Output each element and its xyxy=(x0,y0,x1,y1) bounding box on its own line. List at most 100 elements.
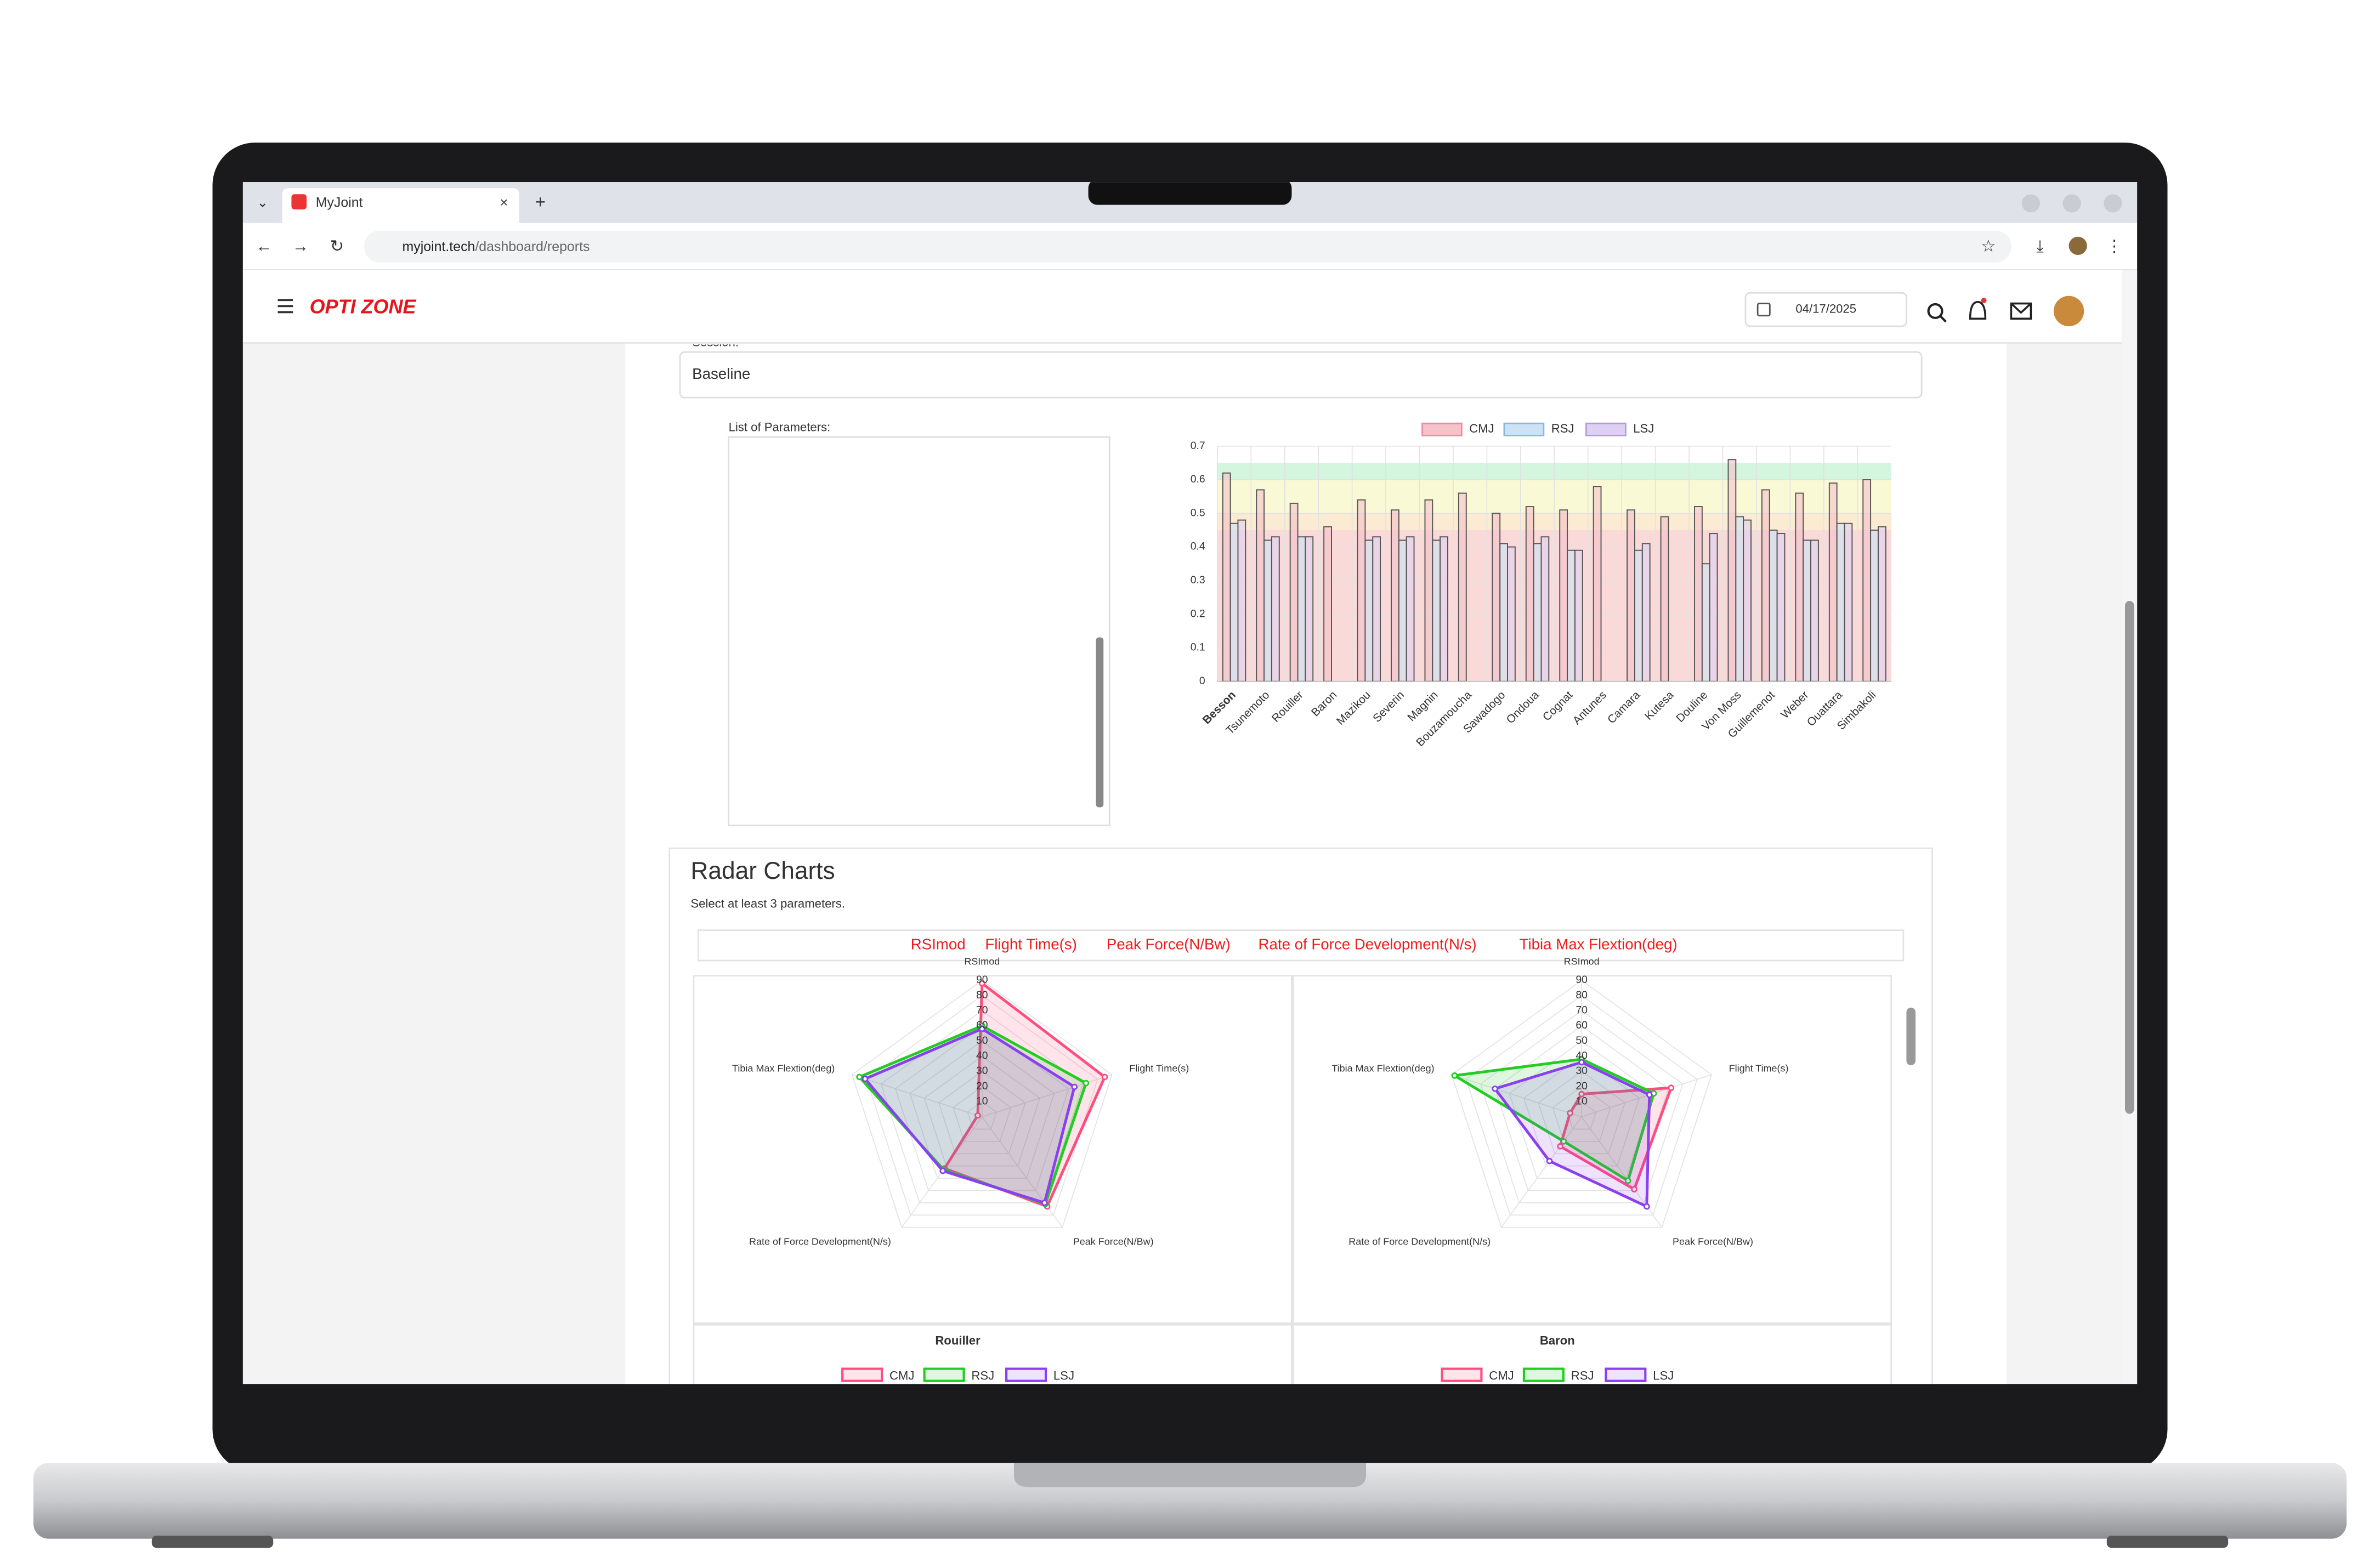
new-tab[interactable]: + xyxy=(535,192,546,213)
radar-grid xyxy=(1494,1025,1669,1191)
bar xyxy=(1432,539,1441,682)
radar-grid xyxy=(1552,1086,1611,1142)
bar xyxy=(1222,472,1231,682)
radar-axis-label: Tibia Max Flextion(deg) xyxy=(1331,1063,1434,1074)
radar-point xyxy=(1567,1110,1573,1117)
selected-parameter[interactable]: Tibia Max Flextion(deg) xyxy=(1520,936,1678,953)
list-scroll-thumb[interactable] xyxy=(1096,637,1104,808)
bar xyxy=(1525,506,1534,682)
selected-parameter[interactable]: Rate of Force Development(N/s) xyxy=(1259,936,1477,953)
bar xyxy=(1709,533,1718,682)
back[interactable]: ← xyxy=(256,237,272,255)
radar-grid xyxy=(894,1025,1069,1191)
selected-parameter[interactable]: RSImod xyxy=(911,936,966,953)
bar xyxy=(1559,509,1568,682)
session-select[interactable] xyxy=(679,351,1923,399)
bar xyxy=(1803,539,1812,682)
bookmark[interactable]: ☆ xyxy=(1981,237,1996,255)
bar xyxy=(1735,516,1744,682)
radar-point xyxy=(856,1073,863,1081)
radar-point xyxy=(1624,1177,1631,1184)
radar-chart-title: Baron xyxy=(1540,1334,1575,1348)
forward[interactable]: → xyxy=(292,237,309,255)
logo[interactable]: OPTI ZONE xyxy=(310,295,417,317)
bar xyxy=(1870,529,1879,682)
legend-swatch xyxy=(1605,1367,1647,1382)
y-tick-label: 0.5 xyxy=(1191,507,1205,519)
radar-tick-label: 50 xyxy=(1576,1035,1588,1047)
bar xyxy=(1398,539,1407,682)
bar xyxy=(1305,536,1314,682)
radar-spoke xyxy=(1451,1074,1582,1117)
legend-swatch xyxy=(1522,1367,1565,1382)
bar xyxy=(1499,543,1508,682)
radar-area xyxy=(1559,1086,1673,1191)
radar-tick-label: 40 xyxy=(976,1050,988,1062)
tab-menu[interactable]: ⌄ xyxy=(257,195,268,210)
bar xyxy=(1440,536,1448,682)
radar-point xyxy=(974,1112,981,1119)
content: Session: Baseline List of Parameters: 0 0… xyxy=(668,335,1933,1384)
close[interactable] xyxy=(2104,194,2122,213)
search[interactable] xyxy=(1927,303,1947,323)
bar xyxy=(1406,536,1415,682)
session-value: Baseline xyxy=(692,365,750,382)
radar-chart-title: Rouiller xyxy=(935,1334,981,1348)
radar-scroll-thumb[interactable] xyxy=(1906,1007,1916,1066)
radar-area xyxy=(1450,1058,1656,1183)
bar xyxy=(1458,492,1467,682)
bar xyxy=(1836,522,1845,682)
hamburger[interactable] xyxy=(277,299,293,314)
bar xyxy=(1795,492,1804,682)
downloads[interactable]: ⤓ xyxy=(2036,237,2043,255)
session-label: Session: xyxy=(692,335,739,349)
y-tick-label: 0.3 xyxy=(1191,574,1205,586)
tab-close[interactable]: × xyxy=(500,195,508,210)
bar xyxy=(1237,519,1246,682)
tab[interactable] xyxy=(282,188,519,223)
radar-grid xyxy=(1451,979,1712,1228)
radar-point xyxy=(939,1167,947,1174)
radar-tick-label: 90 xyxy=(1576,974,1588,986)
radar-point xyxy=(1557,1143,1563,1150)
radar-legend-frame xyxy=(693,1323,1293,1384)
radar-spoke xyxy=(1501,1116,1582,1228)
laptop-base xyxy=(33,1463,2347,1539)
radar-axis-label: Flight Time(s) xyxy=(1129,1063,1189,1074)
bar xyxy=(1424,499,1433,682)
radar-grid xyxy=(1465,995,1698,1216)
bar xyxy=(1492,513,1501,682)
bar xyxy=(1289,502,1299,682)
mail[interactable] xyxy=(2010,302,2032,320)
legend-swatch xyxy=(841,1367,883,1382)
legend-swatch xyxy=(1441,1367,1483,1382)
selected-parameter[interactable]: Peak Force(N/Bw) xyxy=(1107,936,1231,953)
radar-point xyxy=(978,1025,985,1032)
selected-parameter[interactable]: Flight Time(s) xyxy=(985,936,1077,953)
url-host: myjoint.tech xyxy=(402,239,475,254)
radar-area xyxy=(863,1027,1076,1205)
radar-tick-label: 80 xyxy=(1576,989,1588,1001)
reload[interactable]: ↻ xyxy=(330,237,344,255)
radar-tick-label: 10 xyxy=(976,1095,988,1107)
bar xyxy=(1263,539,1272,682)
address-bar[interactable] xyxy=(364,230,2011,263)
radar-point xyxy=(978,980,985,987)
profile[interactable] xyxy=(2069,236,2087,255)
radar-tick-label: 50 xyxy=(976,1035,988,1047)
legend-label: LSJ xyxy=(1053,1368,1074,1382)
radar-axis-label: Rate of Force Development(N/s) xyxy=(749,1236,891,1247)
notifications[interactable] xyxy=(1969,298,1987,320)
radar-tick-label: 30 xyxy=(1576,1065,1588,1077)
radar-grid xyxy=(923,1055,1041,1167)
y-tick-label: 0.4 xyxy=(1191,541,1205,553)
bar xyxy=(1567,549,1576,682)
minimize[interactable] xyxy=(2021,194,2040,213)
radar-tick-label: 20 xyxy=(1576,1080,1588,1092)
radar-charts: 10 20 30 40 50 60 70 80 90 RSImod Flight Time(s) Pe… xyxy=(693,956,1892,1384)
date-picker[interactable] xyxy=(1744,292,1907,327)
browser-menu[interactable]: ⋮ xyxy=(2106,237,2122,255)
page-scroll-thumb[interactable] xyxy=(2124,601,2134,1114)
avatar[interactable] xyxy=(2053,296,2084,327)
restore[interactable] xyxy=(2062,194,2081,213)
